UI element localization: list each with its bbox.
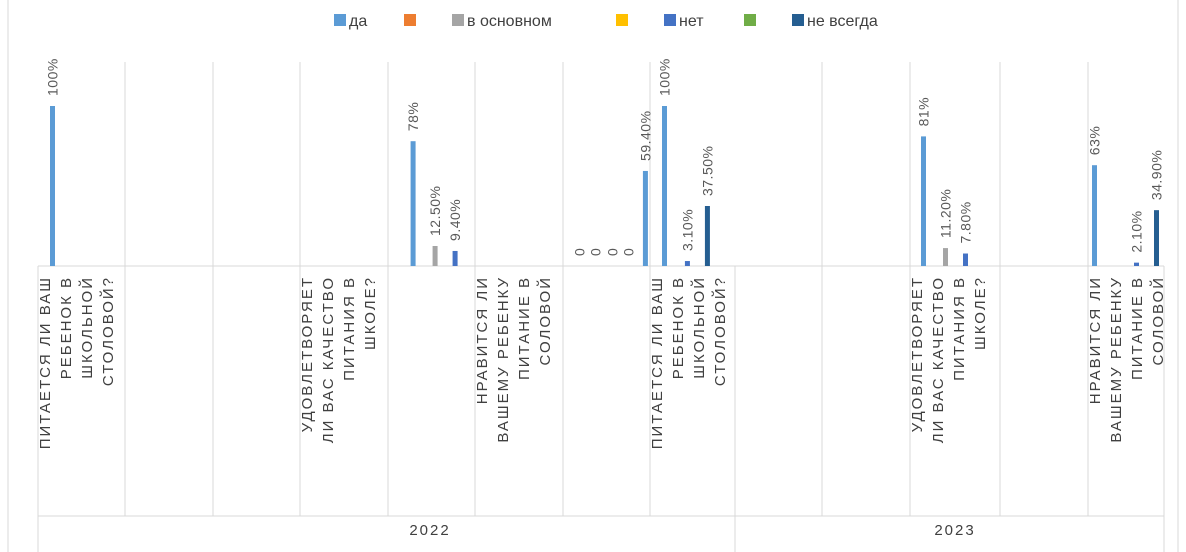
chart-legend: да в основном нет не всегда (334, 13, 878, 30)
category-label-5-line-2: ПИТАНИЕ В (1129, 276, 1146, 380)
legend-swatch-series6 (744, 14, 756, 26)
chart-data-labels: 100%78%12.50% 9.40%59.40%3.10%37.50%0 0 0 01… (45, 58, 1165, 256)
data-label-да-1-4: 81% (916, 97, 932, 127)
bar-в-основном-1-4 (943, 248, 948, 266)
data-label-да-0-0: 100% (45, 58, 61, 96)
legend-label-в-основном: в основном (467, 13, 552, 30)
data-label-в-основном-1-4: 11.20% (938, 189, 954, 238)
category-label-1-line-0: УДОВЛЕТВОРЯЕТ (299, 276, 316, 432)
data-label-не-всегда-1-6: 34.90% (1149, 150, 1165, 200)
group-label-2022: 2022 (409, 522, 450, 539)
data-label-в-основном-0-3: 12.50% (427, 186, 443, 236)
bar-не-всегда-1-6 (1154, 210, 1159, 266)
category-label-0-line-2: ШКОЛЬНОЙ (78, 276, 96, 379)
data-label-нет-1-0: 0 (605, 248, 621, 256)
group-label-2023: 2023 (934, 522, 975, 539)
category-label-4-line-0: УДОВЛЕТВОРЯЕТ (909, 276, 926, 432)
category-label-2-line-1: ВАШЕМУ РЕБЕНКУ (495, 276, 512, 443)
data-label-да-1-1: 100% (657, 58, 673, 96)
category-label-1-line-3: ШКОЛЕ? (362, 276, 379, 350)
category-label-2-line-0: НРАВИТСЯ ЛИ (474, 276, 491, 404)
chart-bars (50, 106, 1159, 266)
data-label-нет-1-6: 2.10% (1129, 210, 1145, 252)
bar-нет-0-3 (452, 250, 458, 266)
category-label-2-line-3: СОЛОВОЙ (536, 276, 554, 365)
bar-нет-1-6 (1134, 262, 1139, 266)
legend-swatch-не-всегда (792, 14, 804, 26)
chart-category-labels: ПИТАЕТСЯ ЛИ ВАШ РЕБЕНОК В ШКОЛЬНОЙ СТОЛОВОЙ… (37, 276, 1167, 539)
category-label-0-line-0: ПИТАЕТСЯ ЛИ ВАШ (37, 276, 54, 449)
bar-в-основном-0-3 (432, 246, 438, 266)
data-label-да-0-3: 78% (405, 102, 421, 132)
category-label-0-line-3: СТОЛОВОЙ? (99, 276, 117, 386)
legend-swatch-series4 (616, 14, 628, 26)
legend-label-нет: нет (679, 13, 704, 30)
data-label-не-всегда-1-0: 0 (621, 248, 637, 256)
category-label-1-line-1: ЛИ ВАС КАЧЕСТВО (320, 276, 337, 443)
data-label-да-1-0: 0 (572, 248, 588, 256)
bar-да-0-3 (410, 141, 416, 266)
bar-да-0-0 (50, 106, 55, 266)
bar-не-всегда-0-5 (704, 206, 710, 266)
data-label-нет-1-4: 7.80% (958, 201, 974, 243)
category-label-5-line-0: НРАВИТСЯ ЛИ (1087, 276, 1104, 404)
category-label-5-line-3: СОЛОВОЙ (1149, 276, 1167, 365)
bar-нет-0-5 (684, 261, 690, 266)
data-label-нет-0-3: 9.40% (447, 199, 463, 241)
data-label-не-всегда-0-5: 37.50% (699, 146, 715, 196)
category-label-3-line-1: РЕБЕНОК В (670, 276, 687, 379)
bar-да-1-6 (1092, 165, 1097, 266)
category-label-4-line-1: ЛИ ВАС КАЧЕСТВО (930, 276, 947, 443)
legend-swatch-в-основном (452, 14, 464, 26)
bar-да-0-5 (642, 170, 648, 266)
data-label-в-основном-1-0: 0 (588, 248, 604, 256)
category-label-2-line-2: ПИТАНИЕ В (516, 276, 533, 380)
category-label-3-line-0: ПИТАЕТСЯ ЛИ ВАШ (649, 276, 666, 449)
chart-axes (7, 0, 1179, 552)
legend-swatch-series2 (404, 14, 416, 26)
legend-label-да: да (349, 13, 367, 30)
category-label-0-line-1: РЕБЕНОК В (58, 276, 75, 379)
category-label-3-line-3: СТОЛОВОЙ? (711, 276, 729, 386)
data-label-да-1-6: 63% (1087, 126, 1103, 156)
category-label-4-line-2: ПИТАНИЯ В (951, 276, 968, 381)
bar-да-1-4 (921, 136, 926, 266)
data-label-нет-0-5: 3.10% (679, 209, 695, 251)
category-label-5-line-1: ВАШЕМУ РЕБЕНКУ (1108, 276, 1125, 443)
bar-нет-1-4 (963, 253, 968, 266)
category-label-3-line-2: ШКОЛЬНОЙ (690, 276, 708, 379)
bar-да-1-1 (662, 106, 667, 266)
category-label-1-line-2: ПИТАНИЯ В (341, 276, 358, 381)
legend-swatch-да (334, 14, 346, 26)
legend-swatch-нет (664, 14, 676, 26)
legend-label-не-всегда: не всегда (807, 13, 878, 30)
category-label-4-line-3: ШКОЛЕ? (972, 276, 989, 350)
data-label-да-0-5: 59.40% (637, 110, 653, 160)
